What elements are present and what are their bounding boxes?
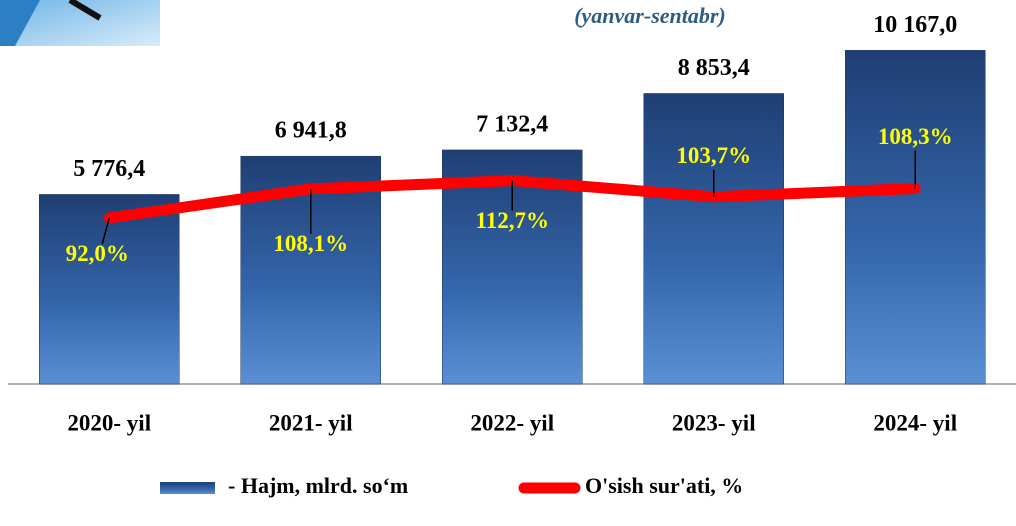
leader-line [101, 217, 110, 245]
x-tick-label: 2024- yil [873, 410, 957, 435]
bar-value-label: 6 941,8 [275, 118, 347, 144]
bar [39, 194, 180, 385]
line-value-label: 92,0% [66, 241, 129, 266]
line-value-label: 108,3% [878, 124, 953, 149]
bar-value-label: 7 132,4 [476, 111, 548, 137]
x-tick-label: 2023- yil [672, 410, 756, 435]
legend-label: O'sish sur'ati, % [585, 473, 743, 498]
icon-pen [68, 0, 102, 21]
bar [643, 93, 784, 385]
icon-shape [0, 0, 40, 46]
bar-value-label: 5 776,4 [73, 156, 145, 182]
x-tick-label: 2022- yil [470, 410, 554, 435]
line-value-label: 112,7% [476, 208, 549, 233]
bar-value-label: 8 853,4 [678, 55, 750, 81]
chart-subtitle: (yanvar-sentabr) [574, 3, 726, 28]
line-value-label: 108,1% [273, 231, 348, 256]
legend-swatch [160, 482, 215, 494]
bar [845, 50, 986, 385]
legend-label: - Hajm, mlrd. so‘m [228, 473, 408, 498]
x-tick-label: 2021- yil [269, 410, 353, 435]
corner-icon [0, 0, 160, 46]
x-tick-label: 2020- yil [67, 410, 151, 435]
line-value-label: 103,7% [676, 143, 751, 168]
bar-value-label: 10 167,0 [873, 12, 957, 38]
